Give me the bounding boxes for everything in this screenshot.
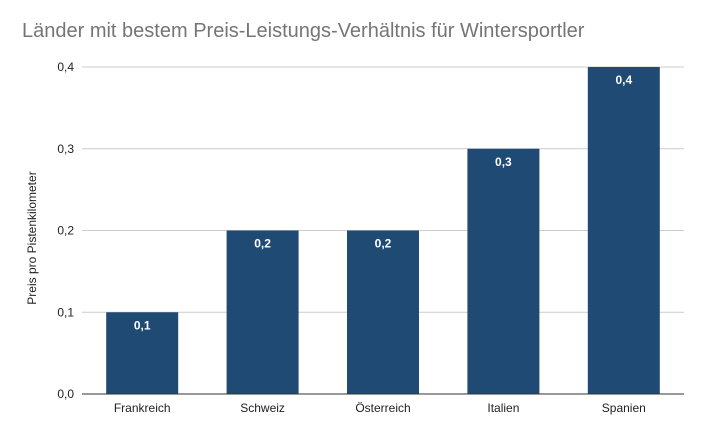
- data-label: 0,1: [134, 318, 151, 332]
- bar-schweiz: [226, 230, 299, 394]
- x-tick-label: Spanien: [602, 401, 646, 415]
- y-tick-label: 0,3: [57, 142, 74, 156]
- y-tick-label: 0,2: [57, 224, 74, 238]
- bars: [106, 67, 660, 394]
- bar-italien: [467, 148, 540, 394]
- x-tick-label: Italien: [487, 401, 519, 415]
- data-label: 0,4: [615, 73, 632, 87]
- bar-österreich: [347, 230, 419, 394]
- y-tick-label: 0,0: [57, 387, 74, 401]
- x-tick-label: Österreich: [355, 401, 410, 415]
- bar-spanien: [587, 67, 660, 394]
- x-tick-label: Frankreich: [114, 401, 171, 415]
- x-tick-label: Schweiz: [240, 401, 285, 415]
- chart-title: Länder mit bestem Preis-Leistungs-Verhäl…: [22, 20, 585, 42]
- bar-frankreich: [106, 312, 179, 394]
- labels: 0,0 0,1 0,2 0,3 0,4 0,1 Frankreich 0,2 Schweiz 0,…: [57, 60, 646, 415]
- y-tick-label: 0,1: [57, 305, 74, 319]
- data-label: 0,2: [375, 237, 392, 251]
- data-label: 0,2: [254, 237, 271, 251]
- y-tick-label: 0,4: [57, 60, 74, 74]
- data-label: 0,3: [495, 155, 512, 169]
